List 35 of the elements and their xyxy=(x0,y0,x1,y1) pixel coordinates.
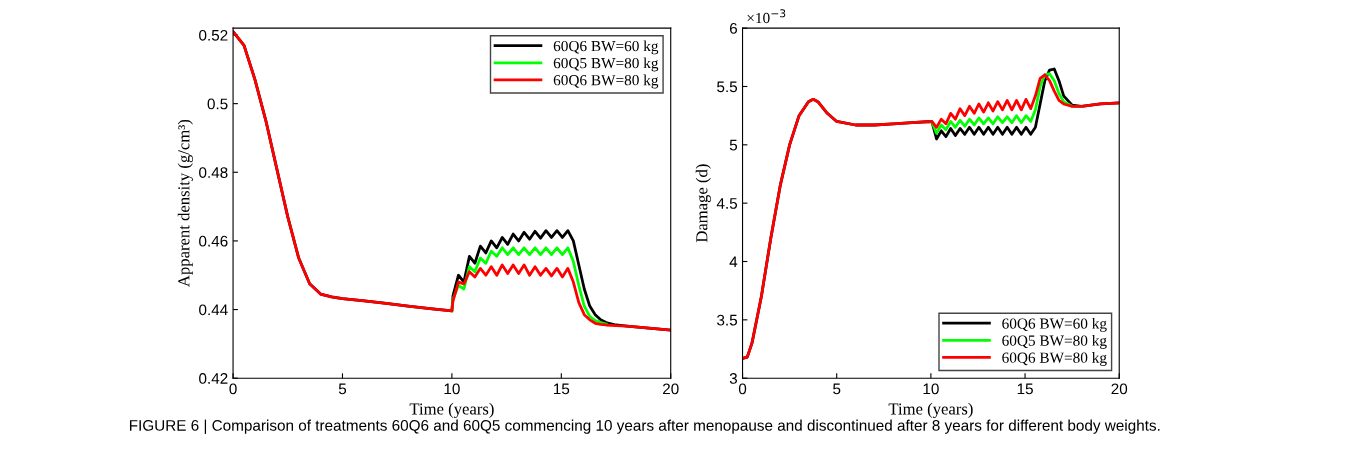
y-tick-label: 0.48 xyxy=(199,167,228,178)
x-tick-label: 10 xyxy=(444,383,460,395)
y-tick-label: 3.5 xyxy=(717,314,738,326)
x-tick-label: 20 xyxy=(1111,383,1128,395)
y-tick-label: 0.5 xyxy=(207,98,228,110)
legend-label: 60Q6 BW=80 kg xyxy=(1002,352,1107,366)
caption: FIGURE 6 | Comparison of treatments 60Q6 and 60Q5 commencing 10 years after menopause and discontinued after 8 years for different body weights. xyxy=(129,419,1160,434)
y-tick-label: 6 xyxy=(729,23,738,34)
legend-label: 60Q6 BW=60 kg xyxy=(1002,317,1107,332)
x-tick-label: 10 xyxy=(923,383,939,395)
x-tick-label: 15 xyxy=(553,383,570,395)
legend-label: 60Q6 BW=60 kg xyxy=(553,40,659,55)
legend-label: 60Q5 BW=80 kg xyxy=(1002,335,1107,349)
y-tick-label: 0.42 xyxy=(199,373,228,384)
y-axis-title: Apparent density (g/cm³) xyxy=(177,119,193,287)
y-tick-label: 5 xyxy=(729,139,738,151)
y-tick-label: 5.5 xyxy=(717,81,738,93)
y-axis-title: Damage (d) xyxy=(695,164,711,243)
y-tick-label: 0.52 xyxy=(199,29,228,41)
x-axis-title: Time (years) xyxy=(888,402,973,418)
y-tick-label: 4 xyxy=(729,256,738,268)
x-tick-label: 5 xyxy=(338,383,347,395)
legend-label: 60Q6 BW=80 kg xyxy=(553,74,659,89)
x-tick-label: 0 xyxy=(229,383,237,395)
text: ×10$^{−3}$ xyxy=(747,9,786,24)
y-tick-label: 0.44 xyxy=(199,304,228,316)
legend-label: 60Q5 BW=80 kg xyxy=(553,57,659,72)
y-tick-label: 4.5 xyxy=(716,198,738,209)
x-tick-label: 5 xyxy=(833,383,841,395)
x-tick-label: 15 xyxy=(1017,383,1033,395)
y-tick-label: 3 xyxy=(729,373,738,384)
x-tick-label: 0 xyxy=(738,383,747,395)
x-axis-title: Time (years) xyxy=(409,402,494,418)
y-tick-label: 0.46 xyxy=(199,235,228,247)
x-tick-label: 20 xyxy=(663,383,679,395)
